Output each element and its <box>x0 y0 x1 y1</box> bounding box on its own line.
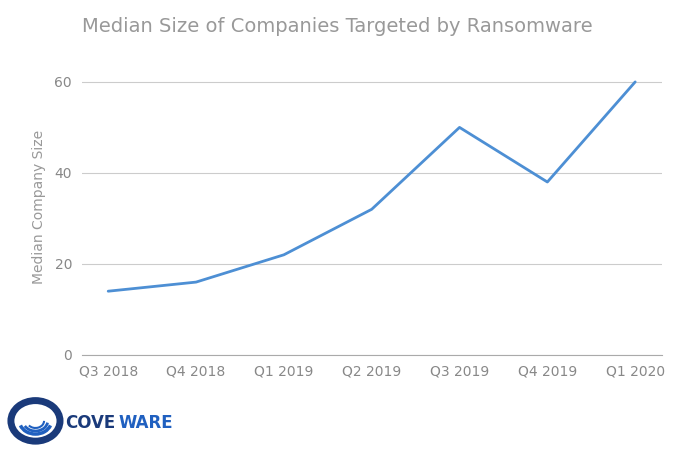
Text: Median Size of Companies Targeted by Ransomware: Median Size of Companies Targeted by Ran… <box>82 17 593 36</box>
Text: COVE: COVE <box>65 414 115 431</box>
Text: WARE: WARE <box>119 414 173 431</box>
Y-axis label: Median Company Size: Median Company Size <box>32 130 46 284</box>
